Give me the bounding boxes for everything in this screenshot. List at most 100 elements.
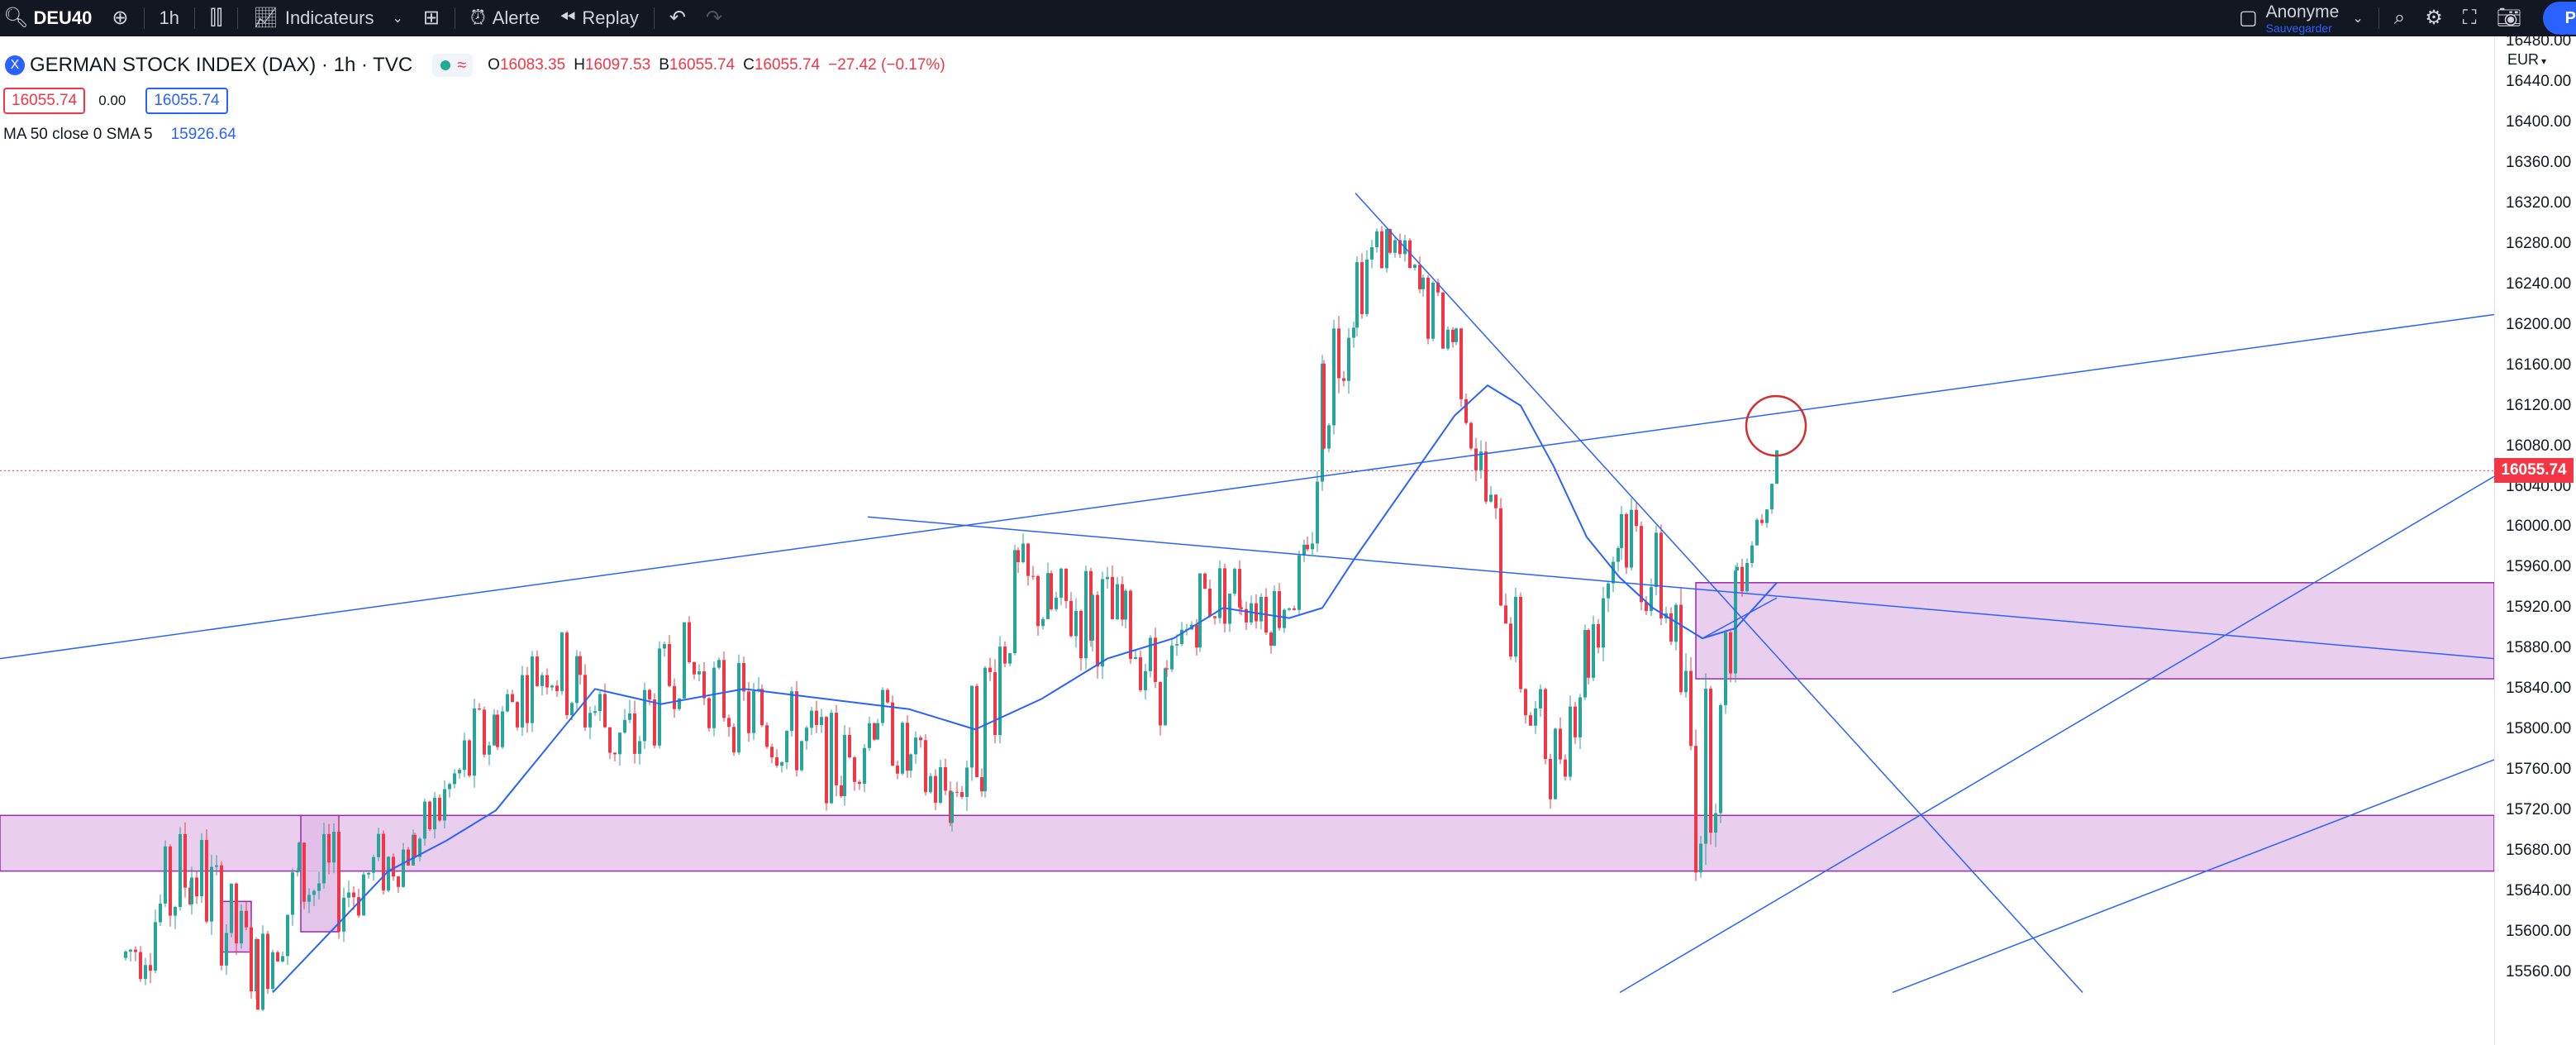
compare-symbol-button[interactable]: ⊕ <box>102 0 138 36</box>
candle-body <box>1534 708 1537 726</box>
settings-button[interactable]: ⚙ <box>2415 0 2453 36</box>
candle-body <box>693 662 696 675</box>
candle-body <box>1008 653 1012 664</box>
candle-body <box>1116 584 1119 619</box>
snapshot-button[interactable]: 📷︎ <box>2487 0 2531 36</box>
sell-price-button[interactable]: 16055.74 <box>3 88 86 114</box>
publish-button[interactable]: P <box>2543 2 2576 35</box>
candle-body <box>579 656 582 675</box>
candle-body <box>914 737 917 755</box>
symbol-title[interactable]: GERMAN STOCK INDEX (DAX) · 1h · TVC <box>30 54 413 76</box>
candle-body <box>707 698 711 728</box>
plus-circle-icon: ⊕ <box>112 7 129 29</box>
layouts-button[interactable]: ⊞ <box>413 0 450 36</box>
currency-selector[interactable]: EUR ▾ <box>2507 51 2546 69</box>
price-tick-label: 16440.00 <box>2506 72 2572 90</box>
chart-canvas[interactable] <box>0 36 2494 1045</box>
divider <box>2378 7 2379 29</box>
candle-body <box>1640 526 1643 603</box>
candle-body <box>1026 543 1030 576</box>
candle-body <box>1529 715 1532 726</box>
alarm-clock-icon: ⏰︎ <box>469 7 486 29</box>
layout-menu-button[interactable]: ▢ Anonyme Sauvegarder ⌄ <box>2229 0 2374 36</box>
interval-button[interactable]: 1h <box>150 0 189 36</box>
candle-body <box>1569 706 1572 777</box>
candle-body <box>362 874 365 916</box>
price-tick-label: 15920.00 <box>2506 599 2572 617</box>
candle-body <box>1539 689 1542 709</box>
candle-body <box>673 685 676 709</box>
replay-button[interactable]: ⏪︎ Replay <box>550 0 649 36</box>
user-block: Anonyme Sauvegarder <box>2266 3 2340 34</box>
candle-body <box>648 690 651 700</box>
price-tick-label: 16200.00 <box>2506 315 2572 333</box>
candle-body <box>919 737 922 741</box>
chart-type-button[interactable]: ⫿⫿ <box>200 0 232 36</box>
candle-body <box>506 694 509 712</box>
indicators-button[interactable]: 📈︎ Indicateurs ⌄ <box>243 0 413 36</box>
price-tick-label: 15760.00 <box>2506 761 2572 779</box>
candle-body <box>261 933 264 1010</box>
candle-body <box>448 784 451 790</box>
buy-price-button[interactable]: 16055.74 <box>145 88 228 114</box>
price-tick-label: 15720.00 <box>2506 801 2572 819</box>
candle-body <box>603 694 607 728</box>
candle-body <box>1770 484 1774 510</box>
candle-body <box>1273 591 1276 646</box>
candle-body <box>1233 569 1236 594</box>
candle-body <box>1154 637 1157 682</box>
candle-body <box>628 713 631 720</box>
indicator-legend-row[interactable]: MA 50 close 0 SMA 5 15926.64 <box>3 126 954 144</box>
candle-body <box>770 747 774 758</box>
candle-body <box>1436 282 1440 293</box>
candle-body <box>1240 607 1243 609</box>
candle-body <box>139 952 142 980</box>
indicators-icon: 📈︎ <box>253 7 279 29</box>
candle-body <box>407 849 410 866</box>
price-tick-label: 15560.00 <box>2506 963 2572 981</box>
candle-body <box>598 694 602 712</box>
candle-body <box>638 741 641 754</box>
candle-body <box>593 711 597 713</box>
alert-button[interactable]: ⏰︎ Alerte <box>460 0 550 36</box>
candle-body <box>1514 597 1517 657</box>
candle-body <box>342 897 345 932</box>
redo-button[interactable]: ↷ <box>696 0 732 36</box>
candle-body <box>488 745 491 755</box>
publish-label: P <box>2564 8 2576 27</box>
candle-body <box>1479 451 1483 470</box>
undo-button[interactable]: ↶ <box>659 0 696 36</box>
search-icon: ⌕ <box>2393 7 2406 29</box>
candle-body <box>702 671 706 699</box>
price-axis[interactable] <box>2494 36 2576 1045</box>
quick-search-button[interactable]: ⌕ <box>2384 0 2415 36</box>
candle-body <box>1655 532 1658 587</box>
candle-body <box>286 914 289 957</box>
candle-body <box>1170 645 1174 670</box>
candle-body <box>1484 451 1488 502</box>
fullscreen-button[interactable]: ⛶ <box>2453 0 2487 36</box>
candle-body <box>1519 597 1522 690</box>
candle-body <box>1302 544 1306 556</box>
candle-body <box>1504 605 1507 624</box>
candle-body <box>1144 670 1147 690</box>
undo-icon: ↶ <box>669 7 686 29</box>
candle-body <box>848 734 851 758</box>
candle-body <box>658 648 661 746</box>
ma-indicator-value: 15926.64 <box>170 126 236 143</box>
candle-body <box>1549 759 1552 799</box>
candle-body <box>397 876 400 887</box>
square-icon: ▢ <box>2238 7 2258 29</box>
candle-body <box>565 632 569 716</box>
candle-body <box>256 939 260 1010</box>
chart-pane[interactable] <box>0 36 2576 1045</box>
candle-body <box>1645 602 1648 612</box>
symbol-search-button[interactable]: 🔍︎ DEU40 <box>0 0 102 36</box>
symbol-logo-letter: X <box>10 58 20 72</box>
save-link[interactable]: Sauvegarder <box>2265 21 2332 35</box>
candle-body <box>790 691 793 732</box>
toolbar-right: ▢ Anonyme Sauvegarder ⌄ ⌕ ⚙ ⛶ 📷︎ P <box>2229 0 2576 36</box>
market-status[interactable]: ≈ <box>432 54 474 77</box>
top-toolbar: 🔍︎ DEU40 ⊕ 1h ⫿⫿ 📈︎ Indicateurs ⌄ ⊞ ⏰︎ A… <box>0 0 2576 36</box>
candle-body <box>1149 637 1152 671</box>
